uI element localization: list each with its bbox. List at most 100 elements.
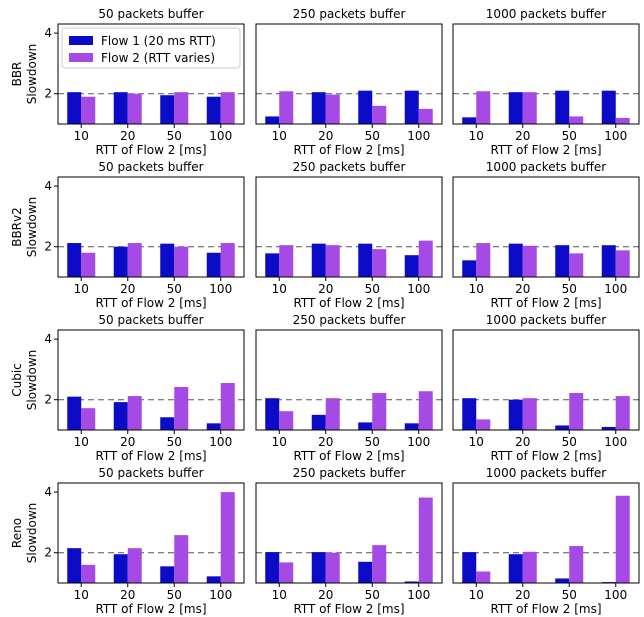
bar-flow1 (206, 423, 221, 430)
bar-flow2 (418, 497, 433, 583)
bar-flow2 (325, 245, 340, 277)
bar-flow2 (615, 250, 630, 277)
bar-flow1 (113, 92, 128, 124)
x-tick-label: 100 (407, 588, 430, 602)
bar-flow2 (127, 243, 142, 277)
x-tick-label: 50 (167, 435, 182, 449)
panel-title: 250 packets buffer (293, 466, 406, 480)
panel-title: 1000 packets buffer (486, 160, 606, 174)
bar-flow1 (67, 396, 82, 430)
bar-flow2 (418, 391, 433, 430)
x-tick-label: 50 (365, 588, 380, 602)
panel-title: 50 packets buffer (98, 313, 203, 327)
bar-flow1 (601, 90, 616, 124)
x-tick-label: 20 (120, 435, 135, 449)
bar-flow2 (418, 240, 433, 277)
panel-title: 1000 packets buffer (486, 313, 606, 327)
x-tick-label: 100 (209, 129, 232, 143)
bar-flow2 (325, 398, 340, 430)
bar-flow2 (476, 571, 491, 583)
x-tick-label: 10 (74, 282, 89, 296)
bar-flow2 (615, 117, 630, 124)
x-axis-label: RTT of Flow 2 [ms] (95, 602, 206, 616)
bar-flow1 (113, 554, 128, 583)
y-tick-label: 4 (44, 179, 52, 193)
y-tick-label: 2 (44, 546, 52, 560)
bar-flow1 (67, 243, 82, 277)
bar-flow2 (220, 383, 235, 430)
bar-flow1 (462, 398, 477, 430)
y-tick-label: 4 (44, 26, 52, 40)
bar-flow1 (358, 422, 373, 430)
bar-flow1 (311, 552, 326, 583)
legend-label-flow1: Flow 1 (20 ms RTT) (101, 34, 216, 48)
bar-flow1 (404, 90, 419, 124)
x-tick-label: 100 (604, 129, 627, 143)
y-tick-label: 2 (44, 393, 52, 407)
bar-flow1 (311, 243, 326, 277)
bar-flow2 (279, 245, 294, 277)
y-tick-label: 2 (44, 240, 52, 254)
x-tick-label: 50 (365, 129, 380, 143)
x-tick-label: 50 (562, 282, 577, 296)
panel-frame (57, 23, 245, 125)
x-axis-label: RTT of Flow 2 [ms] (293, 449, 404, 463)
panel-frame (452, 23, 640, 125)
x-tick-label: 10 (469, 588, 484, 602)
x-tick-label: 50 (562, 588, 577, 602)
x-axis-label: RTT of Flow 2 [ms] (293, 602, 404, 616)
x-axis-label: RTT of Flow 2 [ms] (490, 143, 601, 157)
panel-title: 50 packets buffer (98, 466, 203, 480)
bar-flow1 (113, 246, 128, 277)
x-tick-label: 10 (272, 435, 287, 449)
bar-flow1 (113, 402, 128, 430)
panel-frame (57, 482, 245, 584)
bar-flow2 (522, 245, 537, 277)
legend-swatch-flow1 (69, 36, 93, 45)
row-ylabel-slowdown: Slowdown (25, 197, 39, 258)
x-tick-label: 50 (167, 282, 182, 296)
bar-flow2 (476, 243, 491, 277)
bar-flow2 (522, 398, 537, 430)
bar-flow1 (404, 255, 419, 277)
panel-frame (452, 176, 640, 278)
x-axis-label: RTT of Flow 2 [ms] (293, 143, 404, 157)
bar-flow1 (358, 561, 373, 583)
bar-flow2 (174, 246, 189, 277)
bar-flow1 (358, 90, 373, 124)
y-tick-label: 4 (44, 485, 52, 499)
bar-flow2 (220, 92, 235, 124)
bar-flow1 (601, 426, 616, 430)
legend-label-flow2: Flow 2 (RTT varies) (101, 51, 215, 65)
panel-title: 250 packets buffer (293, 7, 406, 21)
x-axis-label: RTT of Flow 2 [ms] (95, 449, 206, 463)
bar-flow1 (160, 243, 175, 277)
x-tick-label: 20 (120, 588, 135, 602)
bar-flow2 (569, 546, 584, 583)
bar-flow1 (311, 92, 326, 124)
bar-flow1 (358, 243, 373, 277)
bar-flow1 (508, 399, 523, 430)
bar-flow2 (127, 93, 142, 124)
bar-flow1 (508, 243, 523, 277)
bar-flow2 (127, 548, 142, 583)
bar-flow2 (476, 419, 491, 430)
panel-title: 50 packets buffer (98, 160, 203, 174)
panel-title: 1000 packets buffer (486, 7, 606, 21)
bar-flow1 (555, 245, 570, 277)
bar-flow1 (462, 117, 477, 124)
bar-flow1 (206, 96, 221, 124)
panel-frame (255, 329, 443, 431)
panel-frame (452, 482, 640, 584)
x-tick-label: 10 (272, 282, 287, 296)
legend-box (61, 27, 241, 69)
bar-flow2 (174, 386, 189, 430)
panel-frame (57, 176, 245, 278)
bar-flow1 (311, 414, 326, 430)
x-tick-label: 50 (365, 435, 380, 449)
panel-frame (57, 329, 245, 431)
x-tick-label: 20 (318, 435, 333, 449)
bar-flow1 (404, 581, 419, 583)
panel-frame (452, 329, 640, 431)
